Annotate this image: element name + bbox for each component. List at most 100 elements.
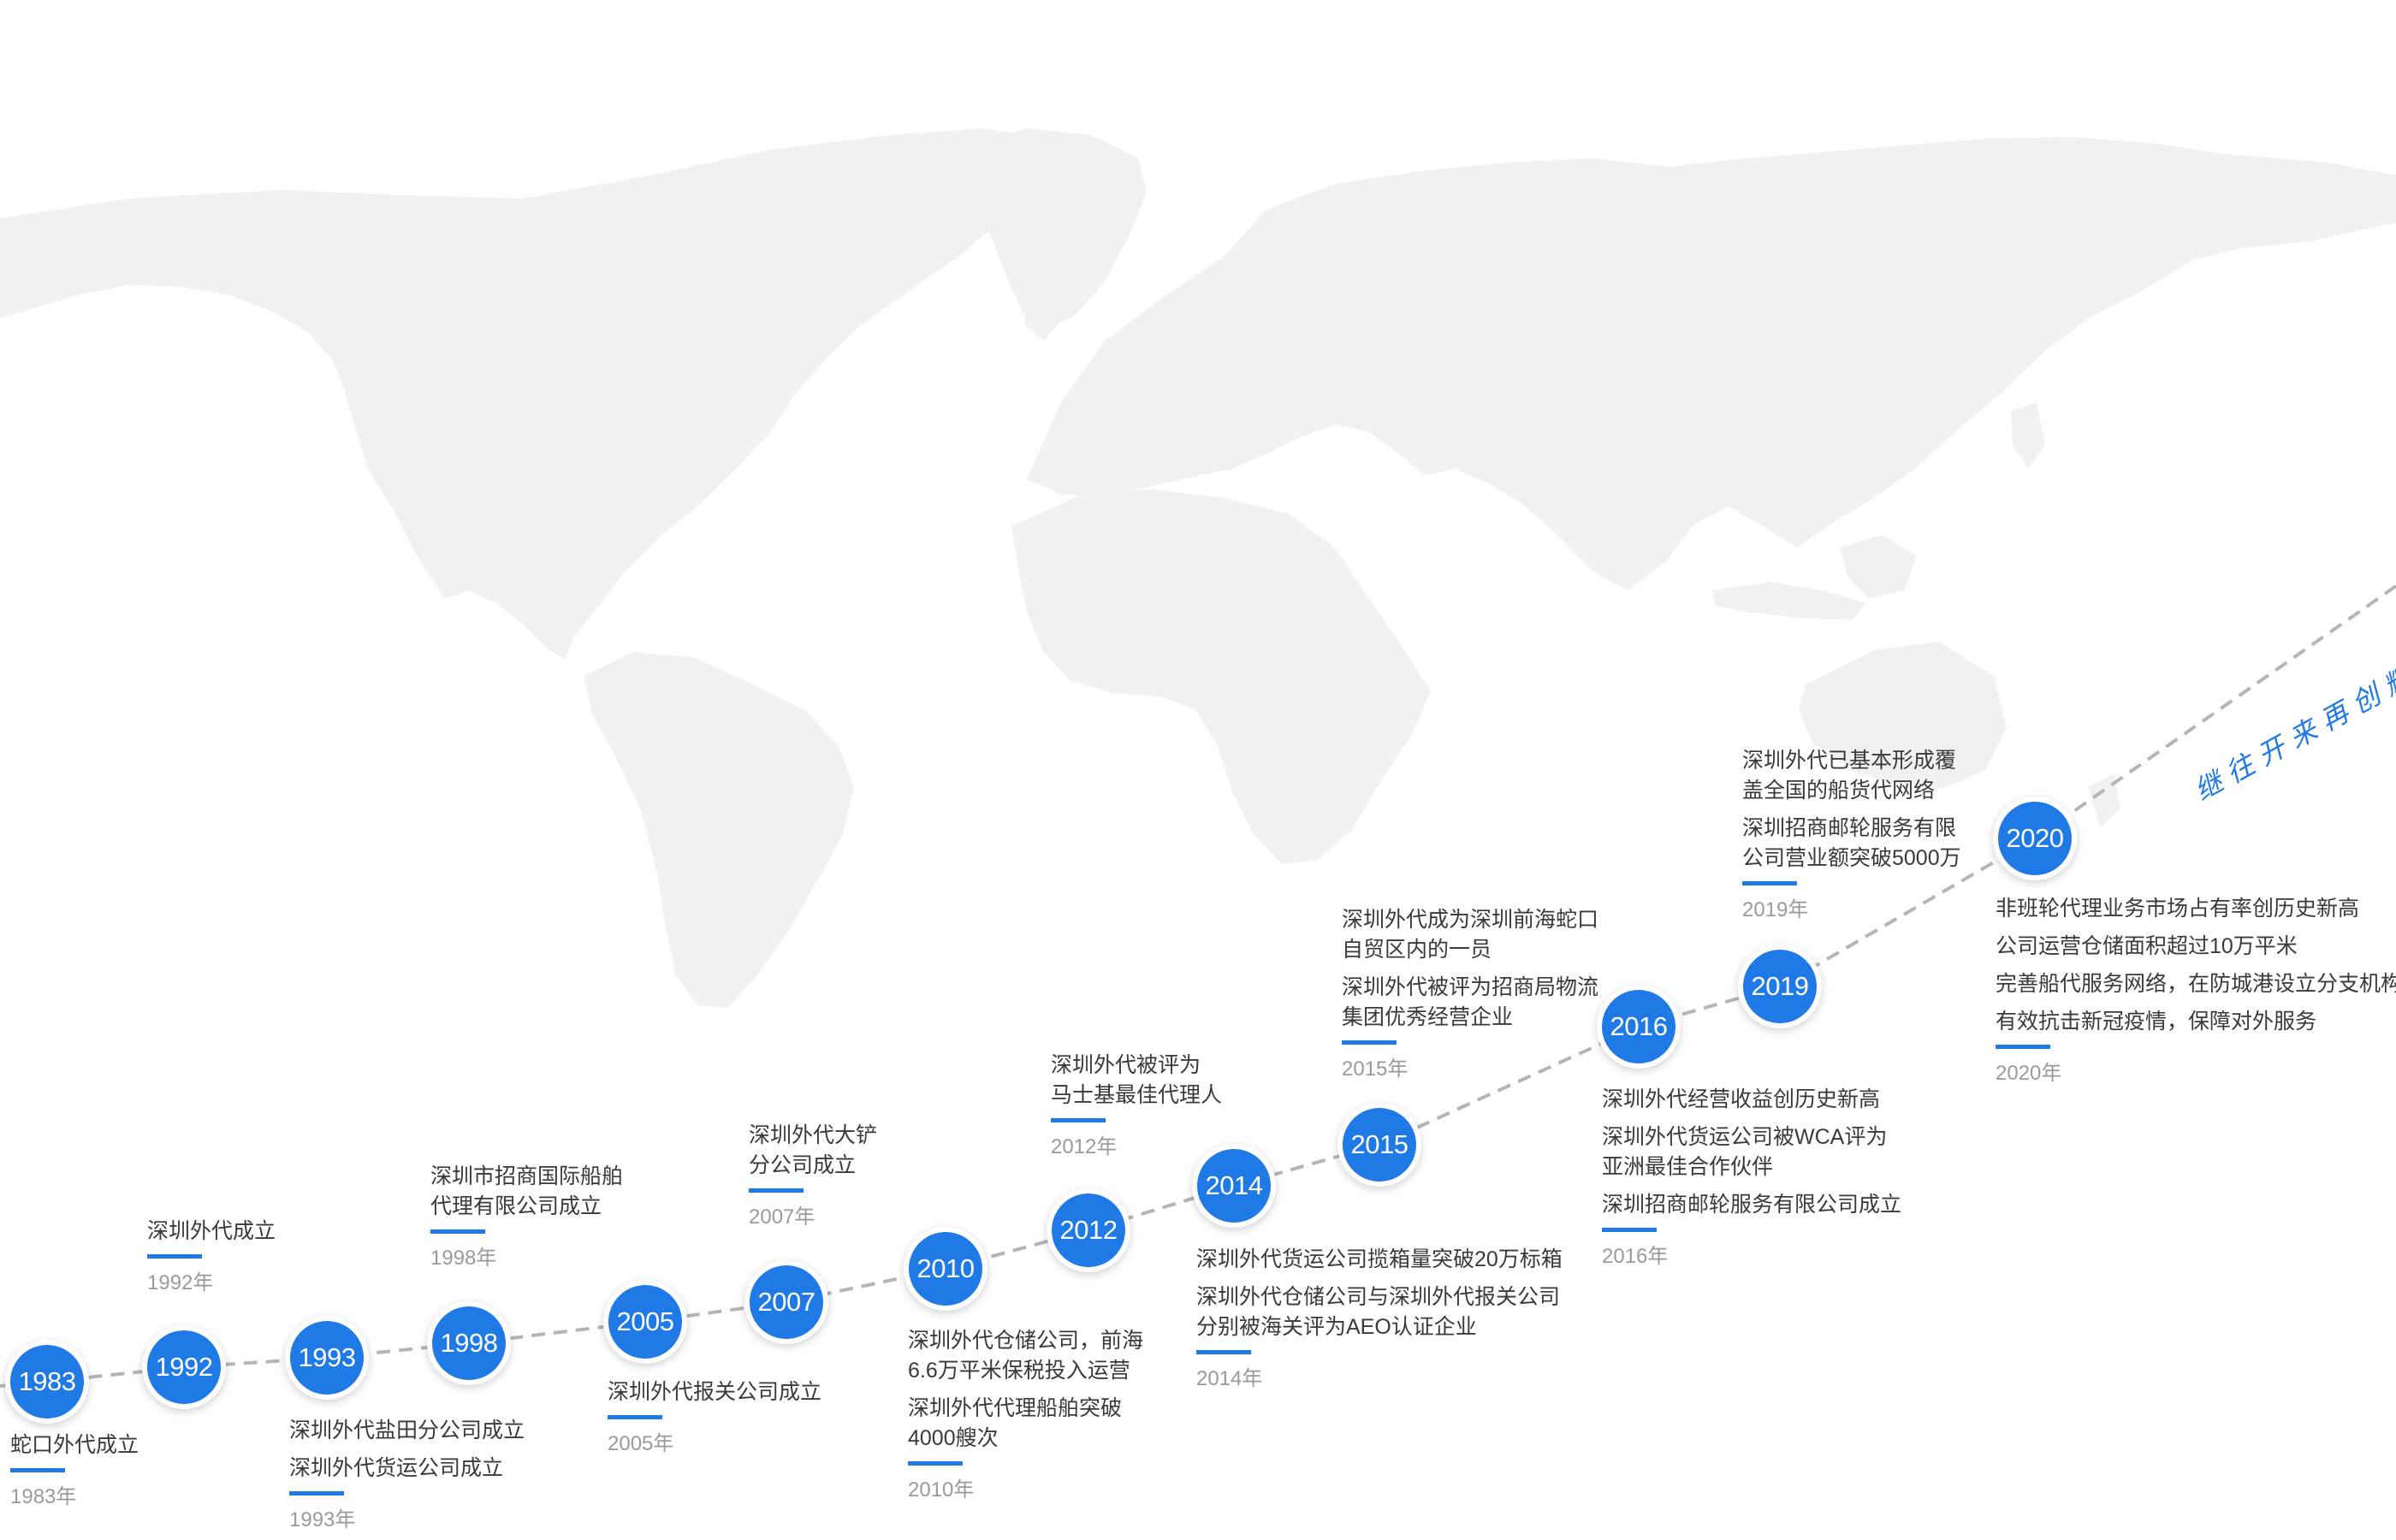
year-node-label: 1992 — [147, 1330, 221, 1404]
accent-bar — [10, 1468, 65, 1472]
event-line: 深圳外代仓储公司与深圳外代报关公司 — [1196, 1285, 1561, 1309]
year-node-2005[interactable]: 2005 — [603, 1280, 687, 1364]
event-line: 自贸区内的一员 — [1342, 938, 1492, 962]
milestone-text-1998: 深圳市招商国际船舶 代理有限公司成立 1998年 — [430, 1162, 738, 1271]
event-description: 深圳外代仓储公司与深圳外代报关公司 分别被海关评为AEO认证企业 — [1196, 1282, 1561, 1342]
year-node-2007[interactable]: 2007 — [744, 1260, 828, 1344]
year-node-1983[interactable]: 1983 — [5, 1340, 89, 1424]
year-node-1992[interactable]: 1992 — [142, 1325, 226, 1409]
event-line: 深圳市招商国际船舶 — [430, 1164, 624, 1188]
event-line: 深圳外代大铲 — [749, 1123, 878, 1147]
event-description: 有效抗击新冠疫情，保障对外服务 — [1996, 1007, 2317, 1037]
event-line: 分别被海关评为AEO认证企业 — [1196, 1315, 1477, 1339]
milestone-text-2015: 深圳外代成为深圳前海蛇口 自贸区内的一员 深圳外代被评为招商局物流 集团优秀经营企业 2… — [1342, 905, 1650, 1082]
event-line: 深圳招商邮轮服务有限公司成立 — [1602, 1193, 1902, 1217]
year-node-label: 1998 — [432, 1306, 506, 1380]
event-description: 深圳外代已基本形成覆 盖全国的船货代网络 — [1742, 746, 2050, 806]
milestone-text-2010: 深圳外代仓储公司，前海 6.6万平米保税投入运营深圳外代代理船舶突破 4000艘次 2… — [908, 1326, 1216, 1503]
year-node-2010[interactable]: 2010 — [904, 1227, 987, 1311]
event-line: 深圳外代货运公司揽箱量突破20万标箱 — [1196, 1247, 1563, 1271]
event-line: 深圳外代被评为招商局物流 — [1342, 975, 1599, 999]
year-caption: 2019年 — [1742, 898, 1809, 921]
year-node-label: 2016 — [1602, 990, 1675, 1063]
accent-bar — [289, 1491, 344, 1496]
accent-bar — [1742, 881, 1797, 886]
year-node-label: 2020 — [1998, 802, 2072, 875]
year-node-1998[interactable]: 1998 — [427, 1301, 511, 1385]
event-description: 深圳外代货运公司成立 — [289, 1454, 597, 1484]
milestone-text-2014: 深圳外代货运公司揽箱量突破20万标箱 深圳外代仓储公司与深圳外代报关公司 分别被海关… — [1196, 1245, 1563, 1392]
year-caption: 2005年 — [608, 1432, 674, 1455]
year-caption: 2010年 — [908, 1478, 975, 1502]
accent-bar — [1051, 1118, 1106, 1122]
event-line: 蛇口外代成立 — [10, 1433, 139, 1457]
year-node-label: 2015 — [1343, 1108, 1416, 1182]
event-description: 深圳外代代理船舶突破 4000艘次 — [908, 1394, 1216, 1454]
milestone-text-2020: 非班轮代理业务市场占有率创历史新高 公司运营仓储面积超过10万平米完善船代服务网络… — [1996, 894, 2396, 1087]
event-line: 深圳外代已基本形成覆 — [1742, 749, 1957, 773]
year-caption: 2012年 — [1051, 1135, 1118, 1158]
event-line: 集团优秀经营企业 — [1342, 1005, 1514, 1029]
year-node-2015[interactable]: 2015 — [1337, 1103, 1421, 1187]
event-line: 深圳外代仓储公司，前海 — [908, 1329, 1144, 1353]
event-description: 深圳外代经营收益创历史新高 — [1602, 1085, 1910, 1115]
year-caption: 2016年 — [1602, 1245, 1669, 1268]
event-description: 公司运营仓储面积超过10万平米 — [1996, 932, 2304, 962]
year-node-label: 2019 — [1743, 950, 1817, 1023]
event-line: 深圳外代经营收益创历史新高 — [1602, 1087, 1881, 1111]
event-line: 马士基最佳代理人 — [1051, 1083, 1223, 1107]
year-caption: 2007年 — [749, 1205, 815, 1229]
event-description: 深圳外代盐田分公司成立 — [289, 1416, 597, 1446]
event-line: 深圳外代成立 — [147, 1219, 276, 1243]
year-node-2012[interactable]: 2012 — [1047, 1188, 1130, 1272]
milestone-text-2007: 深圳外代大铲 分公司成立 2007年 — [749, 1121, 1057, 1230]
accent-bar — [147, 1254, 202, 1259]
year-node-label: 2005 — [608, 1285, 682, 1359]
event-line: 4000艘次 — [908, 1426, 999, 1450]
year-caption: 1992年 — [147, 1271, 214, 1294]
year-node-2016[interactable]: 2016 — [1597, 985, 1681, 1069]
event-description: 深圳外代被评为招商局物流 集团优秀经营企业 — [1342, 973, 1650, 1033]
milestone-text-2016: 深圳外代经营收益创历史新高 深圳外代货运公司被WCA评为 亚洲最佳合作伙伴 深圳招商邮… — [1602, 1085, 1910, 1270]
year-node-2019[interactable]: 2019 — [1738, 945, 1822, 1028]
accent-bar — [908, 1461, 963, 1466]
year-node-1993[interactable]: 1993 — [285, 1316, 369, 1400]
year-node-label: 2014 — [1197, 1149, 1271, 1223]
event-line: 公司运营仓储面积超过10万平米 — [1996, 934, 2298, 958]
event-line: 分公司成立 — [749, 1153, 857, 1177]
event-line: 深圳外代货运公司被WCA评为 — [1602, 1125, 1888, 1149]
accent-bar — [608, 1415, 662, 1419]
year-node-2020[interactable]: 2020 — [1993, 797, 2077, 880]
accent-bar — [749, 1188, 804, 1193]
accent-bar — [1196, 1350, 1251, 1354]
event-line: 有效抗击新冠疫情，保障对外服务 — [1996, 1010, 2317, 1034]
event-description: 深圳外代货运公司被WCA评为 亚洲最佳合作伙伴 — [1602, 1122, 1910, 1182]
milestone-text-2012: 深圳外代被评为 马士基最佳代理人 2012年 — [1051, 1051, 1359, 1160]
year-node-label: 2012 — [1052, 1194, 1125, 1267]
event-description: 深圳外代成立 — [147, 1217, 455, 1247]
event-description: 深圳外代仓储公司，前海 6.6万平米保税投入运营 — [908, 1326, 1216, 1386]
year-node-label: 2010 — [909, 1232, 982, 1306]
event-line: 深圳外代代理船舶突破 — [908, 1396, 1123, 1420]
event-line: 亚洲最佳合作伙伴 — [1602, 1155, 1774, 1179]
accent-bar — [1996, 1045, 2050, 1049]
year-caption: 2020年 — [1996, 1062, 2062, 1085]
event-line: 非班轮代理业务市场占有率创历史新高 — [1996, 897, 2360, 921]
year-node-label: 2007 — [750, 1265, 823, 1339]
year-caption: 1993年 — [289, 1508, 356, 1531]
event-description: 完善船代服务网络，在防城港设立分支机构 — [1996, 969, 2396, 999]
year-node-2014[interactable]: 2014 — [1192, 1144, 1276, 1228]
event-line: 深圳招商邮轮服务有限 — [1742, 816, 1957, 840]
event-description: 非班轮代理业务市场占有率创历史新高 — [1996, 894, 2360, 924]
milestone-text-1992: 深圳外代成立 1992年 — [147, 1217, 455, 1296]
event-description: 深圳市招商国际船舶 代理有限公司成立 — [430, 1162, 738, 1222]
event-line: 深圳外代盐田分公司成立 — [289, 1419, 525, 1442]
event-line: 深圳外代报关公司成立 — [608, 1380, 822, 1404]
event-description: 深圳外代成为深圳前海蛇口 自贸区内的一员 — [1342, 905, 1650, 965]
accent-bar — [1602, 1228, 1657, 1232]
year-caption: 1998年 — [430, 1247, 497, 1270]
event-description: 深圳外代报关公司成立 — [608, 1377, 916, 1407]
accent-bar — [1342, 1040, 1397, 1045]
